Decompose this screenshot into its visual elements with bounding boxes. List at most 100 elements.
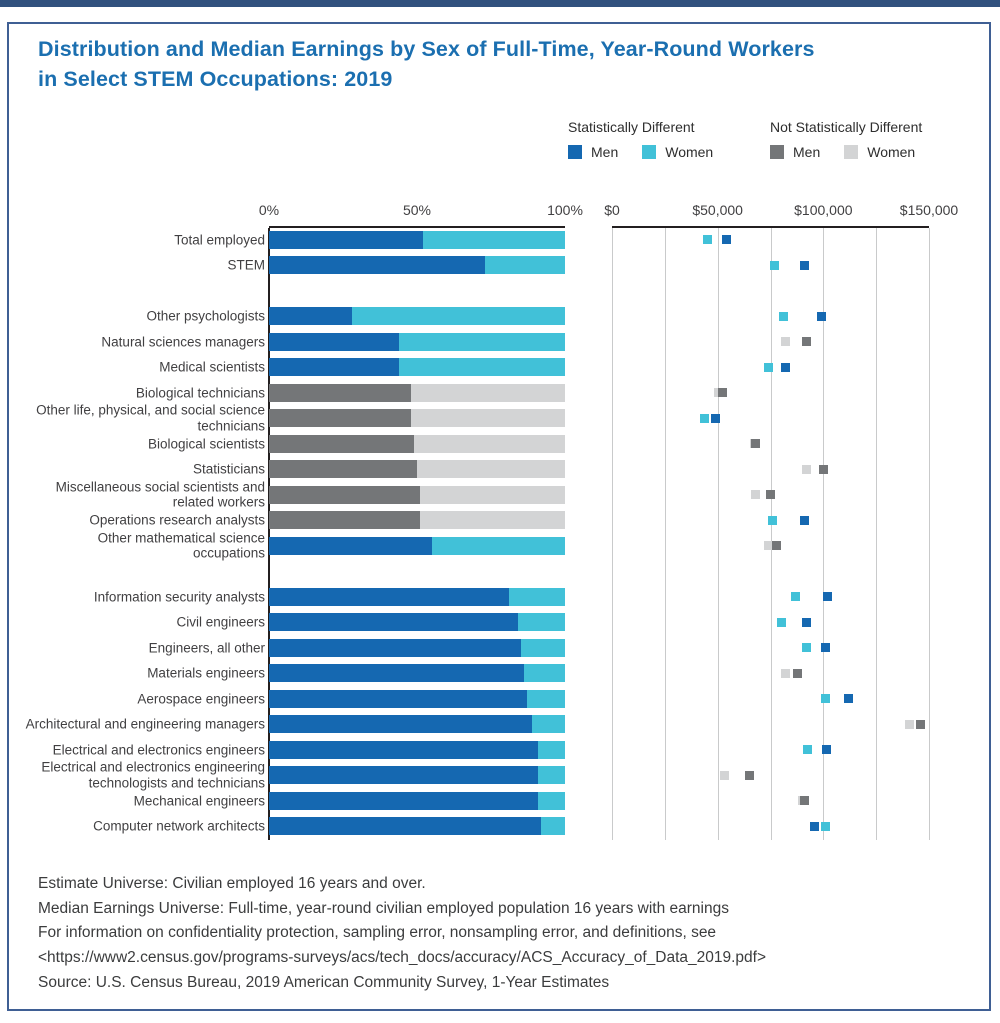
earnings-marker-men bbox=[772, 541, 782, 550]
earnings-marker-women bbox=[768, 515, 778, 525]
footer-earnings-universe: Median Earnings Universe: Full-time, yea… bbox=[38, 899, 729, 917]
bar-men-segment bbox=[269, 664, 524, 682]
category-label: Other life, physical, and social science… bbox=[36, 402, 265, 434]
category-label: Mechanical engineers bbox=[133, 792, 265, 808]
legend-swatch-men-gray bbox=[770, 145, 784, 159]
distribution-tick-label: 50% bbox=[402, 202, 432, 218]
earnings-gridline bbox=[770, 228, 772, 840]
bar-women-segment bbox=[399, 332, 565, 351]
earnings-marker-women bbox=[702, 235, 712, 244]
bar-men-segment bbox=[269, 256, 486, 274]
category-label: Medical scientists bbox=[159, 359, 265, 375]
footer-accuracy-note: For information on confidentiality prote… bbox=[38, 924, 717, 942]
bar-men-segment bbox=[269, 409, 412, 427]
earnings-tick-label: $0 bbox=[604, 202, 620, 218]
category-label: Biological technicians bbox=[135, 384, 265, 400]
bar-men-segment bbox=[269, 307, 352, 325]
page-title-line2: in Select STEM Occupations: 2019 bbox=[38, 67, 393, 91]
earnings-marker-women bbox=[763, 362, 773, 372]
earnings-axis-line bbox=[612, 226, 929, 228]
bar-women-segment bbox=[517, 613, 565, 631]
bar-women-segment bbox=[411, 409, 565, 427]
bar-women-segment bbox=[417, 460, 565, 478]
legend-title: Not Statistically Different bbox=[770, 119, 923, 135]
bar-women-segment bbox=[538, 766, 565, 784]
bar-women-segment bbox=[399, 358, 565, 376]
legend-label-men: Men bbox=[793, 144, 821, 160]
bar-men-segment bbox=[269, 791, 539, 810]
earnings-marker-men bbox=[766, 490, 775, 499]
bar-women-segment bbox=[526, 689, 565, 708]
distribution-tick-label: 100% bbox=[547, 202, 583, 218]
earnings-marker-men bbox=[916, 719, 926, 729]
bar-women-segment bbox=[520, 638, 565, 657]
category-label: Statisticians bbox=[192, 461, 265, 477]
legend-group-statistically-different: Statistically Different Men Women bbox=[568, 119, 713, 160]
category-label: Other mathematical science occupations bbox=[97, 530, 265, 561]
earnings-gridline bbox=[929, 228, 930, 840]
bar-men-segment bbox=[269, 536, 432, 555]
bar-women-segment bbox=[414, 434, 565, 453]
legend-swatch-women-light-gray bbox=[844, 145, 859, 159]
earnings-gridline bbox=[823, 228, 825, 840]
earnings-marker-men bbox=[816, 311, 826, 321]
earnings-marker-women bbox=[780, 668, 790, 678]
legend-group-not-statistically-different: Not Statistically Different Men Women bbox=[770, 119, 922, 160]
legend-swatch-women-cyan bbox=[642, 145, 657, 159]
bar-men-segment bbox=[269, 434, 415, 453]
earnings-tick-label: $150,000 bbox=[899, 202, 959, 218]
bar-men-segment bbox=[269, 358, 400, 376]
category-label: Electrical and electronics engineers bbox=[52, 741, 265, 757]
distribution-tick-label: 0% bbox=[258, 202, 280, 218]
page-title: Distribution and Median Earnings by Sex … bbox=[38, 34, 958, 94]
category-label: STEM bbox=[227, 257, 265, 273]
earnings-gridline bbox=[664, 228, 666, 840]
earnings-marker-men bbox=[799, 260, 809, 270]
legend-label-women: Women bbox=[867, 144, 916, 160]
bar-men-segment bbox=[269, 817, 542, 835]
bar-women-segment bbox=[411, 383, 565, 402]
bar-women-segment bbox=[419, 485, 565, 504]
earnings-gridline bbox=[717, 228, 719, 840]
earnings-marker-men bbox=[780, 362, 790, 372]
category-label: Operations research analysts bbox=[89, 512, 265, 528]
earnings-marker-women bbox=[791, 592, 801, 601]
bar-men-segment bbox=[269, 613, 518, 631]
earnings-marker-men bbox=[810, 821, 820, 831]
content-frame bbox=[7, 22, 991, 1011]
earnings-marker-women bbox=[778, 311, 788, 321]
earnings-marker-women bbox=[802, 745, 812, 754]
category-label: Miscellaneous social scientists and rela… bbox=[55, 479, 265, 510]
bar-men-segment bbox=[269, 230, 423, 249]
earnings-marker-women bbox=[820, 821, 830, 831]
earnings-marker-men bbox=[799, 796, 809, 805]
earnings-marker-women bbox=[700, 413, 710, 423]
earnings-marker-men bbox=[823, 592, 833, 601]
earnings-marker-men bbox=[844, 694, 854, 703]
category-label: Computer network architects bbox=[93, 818, 265, 834]
bar-men-segment bbox=[269, 460, 417, 478]
legend-swatch-men-blue bbox=[568, 145, 582, 159]
bar-men-segment bbox=[269, 638, 521, 657]
bar-men-segment bbox=[269, 689, 527, 708]
legend-title: Statistically Different bbox=[568, 119, 695, 135]
bar-women-segment bbox=[422, 230, 565, 249]
distribution-axis-baseline bbox=[268, 228, 270, 840]
earnings-marker-men bbox=[711, 413, 721, 423]
earnings-marker-women bbox=[719, 770, 729, 780]
category-label: Natural sciences managers bbox=[101, 333, 265, 349]
earnings-tick-label: $50,000 bbox=[692, 202, 743, 218]
bar-women-segment bbox=[431, 536, 565, 555]
bar-men-segment bbox=[269, 715, 533, 733]
earnings-gridline bbox=[876, 228, 878, 840]
earnings-marker-women bbox=[763, 541, 773, 550]
bar-women-segment bbox=[538, 740, 565, 759]
category-label: Aerospace engineers bbox=[137, 690, 265, 706]
category-label: Biological scientists bbox=[147, 435, 265, 451]
earnings-gridline bbox=[612, 228, 613, 840]
bar-men-segment bbox=[269, 485, 420, 504]
bar-men-segment bbox=[269, 587, 509, 606]
category-label: Other psychologists bbox=[146, 308, 265, 324]
